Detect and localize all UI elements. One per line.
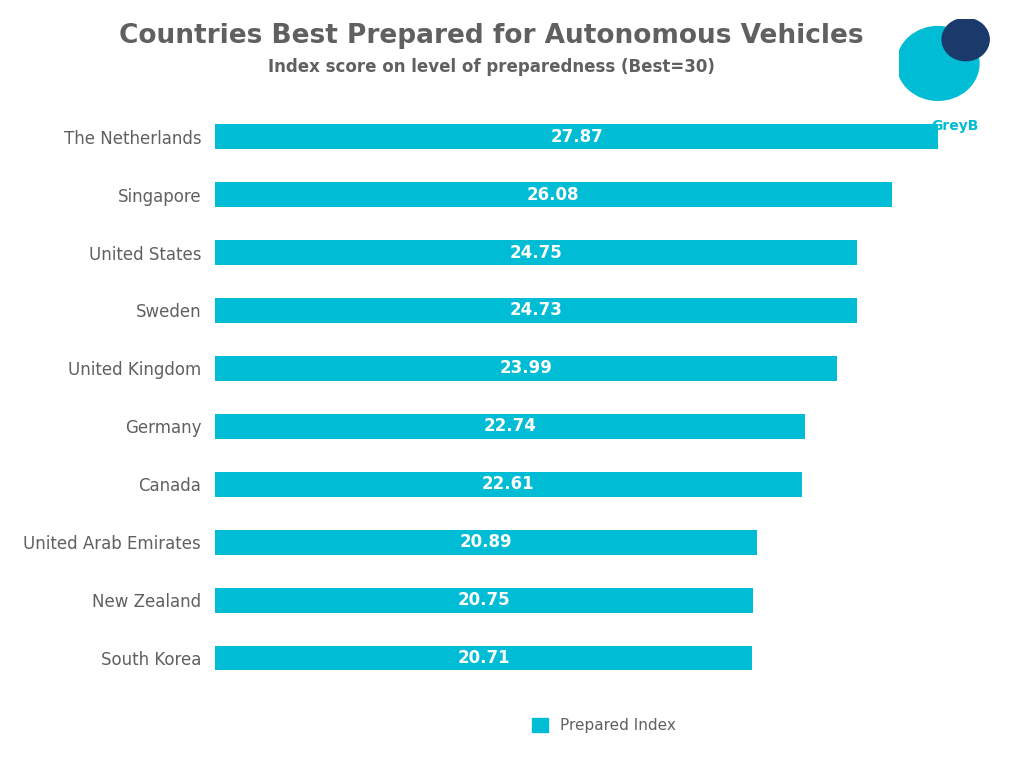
Legend: Prepared Index: Prepared Index <box>526 712 682 740</box>
Text: 24.75: 24.75 <box>510 243 562 262</box>
Text: 20.89: 20.89 <box>460 533 512 551</box>
Text: 27.87: 27.87 <box>550 127 603 146</box>
Bar <box>215 356 838 381</box>
Bar <box>215 298 856 323</box>
Bar <box>215 530 757 554</box>
Bar <box>215 588 754 613</box>
Bar <box>215 124 938 149</box>
Text: 22.61: 22.61 <box>482 475 535 493</box>
Text: GreyB: GreyB <box>932 119 979 133</box>
Text: 23.99: 23.99 <box>500 359 553 377</box>
Bar <box>215 240 857 265</box>
Circle shape <box>942 18 989 61</box>
Text: Index score on level of preparedness (Best=30): Index score on level of preparedness (Be… <box>268 58 715 75</box>
Bar <box>215 646 753 670</box>
Text: Countries Best Prepared for Autonomous Vehicles: Countries Best Prepared for Autonomous V… <box>119 23 864 49</box>
Text: 26.08: 26.08 <box>527 186 580 204</box>
Bar <box>215 414 805 439</box>
Bar <box>215 182 892 207</box>
Text: 24.73: 24.73 <box>509 302 562 319</box>
Text: 22.74: 22.74 <box>483 418 537 435</box>
Text: 20.71: 20.71 <box>458 649 510 667</box>
Circle shape <box>897 27 979 101</box>
Bar <box>215 472 802 497</box>
Text: 20.75: 20.75 <box>458 591 511 609</box>
